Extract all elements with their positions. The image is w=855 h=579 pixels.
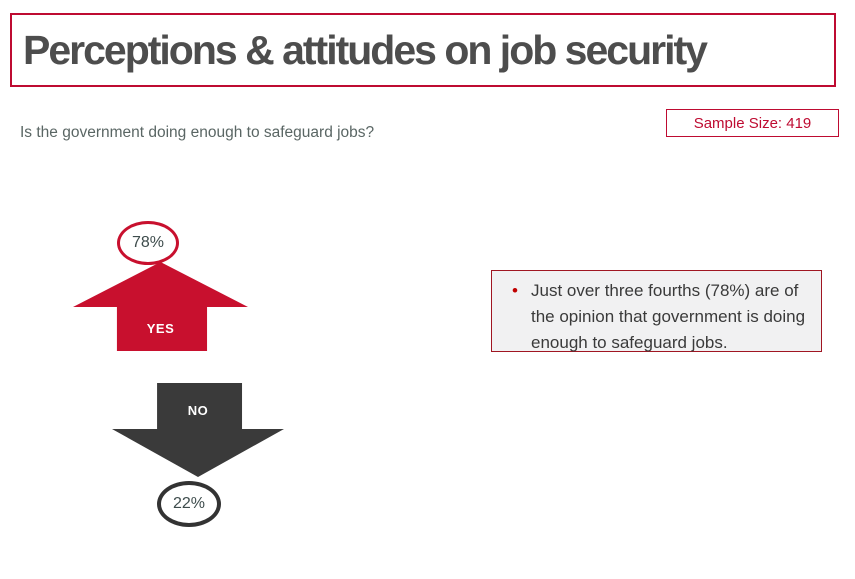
yes-label: YES: [146, 321, 175, 336]
no-down-arrow: NO: [112, 383, 284, 477]
bullet-marker: •: [512, 281, 518, 300]
insight-box: • Just over three fourths (78%) are of t…: [491, 270, 822, 352]
survey-question: Is the government doing enough to safegu…: [20, 124, 375, 141]
yes-percent-value: 78%: [131, 234, 165, 251]
yes-percent-ellipse: 78%: [117, 221, 179, 265]
no-percent-ellipse: 22%: [157, 481, 221, 527]
no-percent-value: 22%: [172, 495, 206, 512]
insight-text: Just over three fourths (78%) are of the…: [531, 281, 806, 352]
sample-size-badge: Sample Size: 419: [666, 109, 839, 137]
page-title: Perceptions & attitudes on job security: [23, 26, 708, 73]
title-box: Perceptions & attitudes on job security: [10, 13, 836, 87]
no-label: NO: [187, 403, 209, 418]
yes-up-arrow: YES: [73, 262, 248, 351]
sample-size-text: Sample Size: 419: [693, 114, 812, 132]
